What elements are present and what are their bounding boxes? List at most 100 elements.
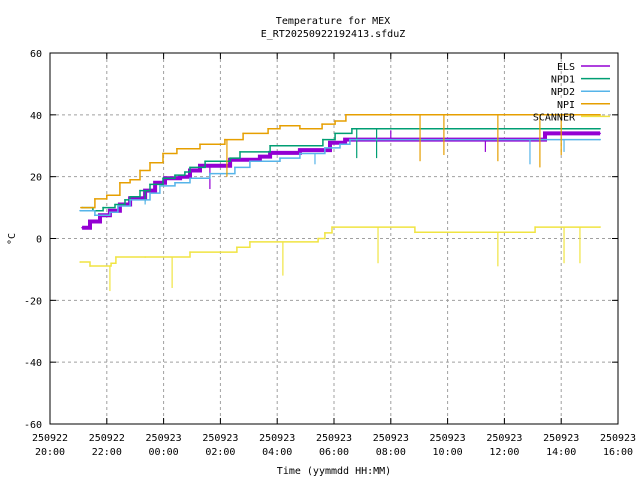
x-tick-label-time: 02:00 xyxy=(205,447,235,458)
data-point xyxy=(102,206,104,209)
x-tick-label-date: 250923 xyxy=(373,433,409,444)
y-axis-label: °C xyxy=(7,233,18,245)
data-point xyxy=(317,237,319,240)
data-point xyxy=(139,189,141,192)
data-point xyxy=(234,166,236,169)
legend-label-els: ELS xyxy=(557,62,575,73)
x-tick-label-time: 12:00 xyxy=(489,447,519,458)
data-point xyxy=(351,127,353,130)
data-point xyxy=(109,209,111,212)
data-point xyxy=(331,226,333,228)
x-tick-label-date: 250923 xyxy=(316,433,352,444)
data-point xyxy=(124,199,126,201)
y-tick-label: 60 xyxy=(30,49,42,60)
data-point xyxy=(189,177,191,180)
data-point xyxy=(129,178,131,181)
data-point xyxy=(236,246,238,248)
x-tick-label-date: 250923 xyxy=(202,433,238,444)
data-point xyxy=(329,141,331,144)
data-point xyxy=(89,220,91,223)
series-npi xyxy=(80,114,601,209)
data-point xyxy=(249,241,251,243)
data-point xyxy=(239,151,241,153)
data-point xyxy=(199,165,201,167)
data-point xyxy=(94,214,96,217)
data-point xyxy=(149,183,151,186)
series-line-npd1 xyxy=(82,127,601,212)
data-point xyxy=(345,114,347,116)
data-point xyxy=(599,114,601,116)
series-scanner xyxy=(79,226,601,292)
legend-label-npd1: NPD1 xyxy=(551,75,575,86)
series-line-npi xyxy=(81,114,601,209)
data-point xyxy=(129,199,131,201)
data-point xyxy=(162,152,164,155)
data-point xyxy=(81,226,83,229)
data-point xyxy=(344,138,346,141)
data-point xyxy=(174,182,176,184)
data-point xyxy=(259,155,261,158)
data-point xyxy=(174,174,176,176)
data-point xyxy=(599,226,601,228)
data-point xyxy=(269,144,271,147)
data-point xyxy=(179,175,181,178)
x-axis-label: Time (yymmdd HH:MM) xyxy=(277,466,391,477)
y-tick-label: 20 xyxy=(30,173,42,184)
data-point xyxy=(176,148,178,150)
data-point xyxy=(204,160,206,163)
x-tick-label-time: 16:00 xyxy=(603,447,633,458)
series-line-npd2 xyxy=(80,138,601,217)
data-point xyxy=(324,147,326,149)
data-point xyxy=(79,261,81,263)
y-tick-label: -20 xyxy=(24,296,42,307)
chart-title: Temperature for MEX xyxy=(276,16,390,27)
data-point xyxy=(599,138,601,141)
data-point xyxy=(224,138,226,141)
data-point xyxy=(115,256,117,258)
data-point xyxy=(267,127,269,130)
x-tick-label-time: 10:00 xyxy=(433,447,463,458)
data-point xyxy=(79,209,81,212)
x-tick-label-date: 250923 xyxy=(543,433,579,444)
x-tick-label-time: 06:00 xyxy=(319,447,349,458)
y-tick-label: -40 xyxy=(24,358,42,369)
x-tick-label-date: 250923 xyxy=(430,433,466,444)
data-point xyxy=(149,192,151,194)
data-point xyxy=(159,185,161,187)
x-tick-label-time: 20:00 xyxy=(35,447,65,458)
legend-label-scanner: SCANNER xyxy=(533,112,576,123)
legend-label-npi: NPI xyxy=(557,100,575,111)
data-point xyxy=(189,251,191,253)
x-tick-label-time: 14:00 xyxy=(546,447,576,458)
data-point xyxy=(117,205,119,207)
data-point xyxy=(279,124,281,127)
chart-subtitle: E_RT20250922192413.sfduZ xyxy=(261,29,406,40)
data-point xyxy=(109,211,111,214)
data-point xyxy=(414,231,416,234)
data-point xyxy=(349,138,351,141)
series-els xyxy=(81,130,601,230)
grid xyxy=(50,53,618,424)
data-point xyxy=(324,232,326,234)
data-point xyxy=(249,160,251,163)
x-tick-label-time: 04:00 xyxy=(262,447,292,458)
data-point xyxy=(162,177,164,180)
x-tick-label-date: 250923 xyxy=(600,433,636,444)
data-point xyxy=(110,262,112,265)
data-point xyxy=(299,149,301,151)
data-point xyxy=(89,265,91,267)
data-point xyxy=(534,226,536,228)
data-point xyxy=(334,120,336,122)
data-point xyxy=(139,169,141,172)
x-tick-label-time: 08:00 xyxy=(376,447,406,458)
legend-label-npd2: NPD2 xyxy=(551,87,575,98)
series-line-els xyxy=(82,131,601,230)
data-point xyxy=(321,123,323,125)
x-tick-label-date: 250922 xyxy=(32,433,68,444)
series-layer xyxy=(79,114,601,292)
data-point xyxy=(339,143,341,146)
x-tick-label-time: 00:00 xyxy=(149,447,179,458)
data-point xyxy=(94,198,96,200)
